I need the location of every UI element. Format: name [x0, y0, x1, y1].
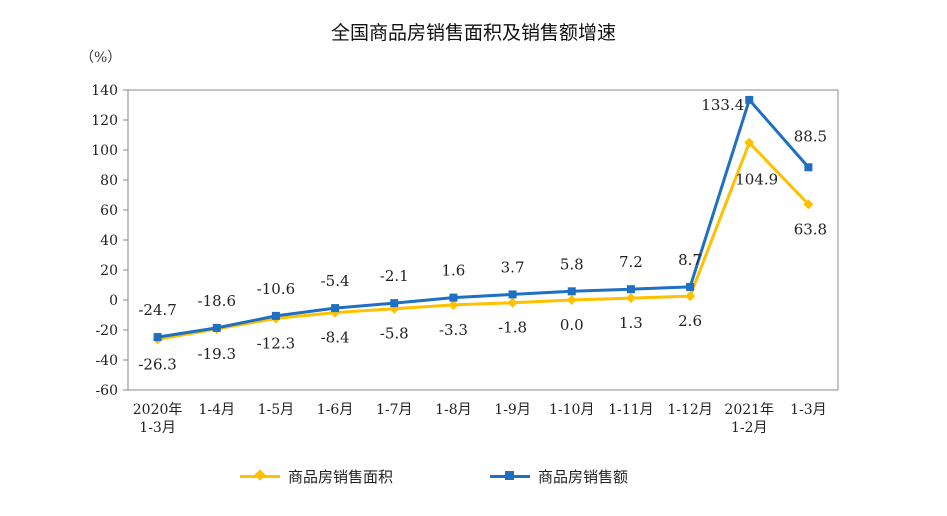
x-tick-label: 2020年: [133, 402, 183, 418]
data-label-area: -19.3: [198, 345, 236, 363]
x-tick-label: 2021年: [724, 402, 774, 418]
data-point-area: [448, 299, 459, 310]
legend-label-area: 商品房销售面积: [288, 468, 394, 486]
y-tick-label: 60: [100, 203, 118, 219]
data-point-area: [685, 291, 696, 302]
data-point-sales: [745, 95, 754, 104]
y-tick-label: 120: [91, 113, 118, 129]
legend-item-area: 商品房销售面积: [240, 466, 393, 487]
data-label-area: 0.0: [560, 316, 584, 334]
x-tick-label: 1-9月: [494, 402, 531, 418]
y-axis-unit-label: （%）: [80, 50, 122, 66]
data-label-area: 104.9: [735, 171, 778, 189]
series-line-area: [157, 141, 810, 341]
chart-title: 全国商品房销售面积及销售额增速: [330, 22, 616, 44]
data-label-sales: -2.1: [380, 267, 409, 285]
data-label-sales: 133.4: [701, 96, 744, 114]
data-point-sales: [212, 323, 221, 332]
y-tick-label: 40: [100, 233, 118, 249]
data-point-area: [803, 199, 814, 210]
x-tick-label: 1-3月: [790, 402, 827, 418]
x-tick-label: 1-10月: [549, 402, 594, 418]
x-tick-label: 1-11月: [608, 402, 653, 418]
legend-line-yellow: [240, 469, 280, 481]
y-tick-label: -20: [95, 323, 118, 339]
series-line-sales: [157, 98, 810, 339]
data-point-area: [744, 137, 755, 148]
data-point-sales: [626, 285, 635, 294]
data-label-sales: 3.7: [501, 258, 525, 276]
data-label-area: 63.8: [794, 220, 827, 238]
legend-item-sales: 商品房销售额: [490, 466, 628, 487]
data-point-sales: [331, 304, 340, 313]
y-tick-label: 20: [100, 263, 118, 279]
data-label-sales: -18.6: [198, 292, 236, 310]
data-label-sales: 7.2: [619, 253, 643, 271]
data-label-area: 2.6: [678, 312, 702, 330]
data-label-area: -1.8: [498, 319, 527, 337]
data-label-area: -12.3: [257, 334, 295, 352]
x-tick-label: 1-5月: [258, 402, 295, 418]
data-label-sales: -24.7: [138, 301, 176, 319]
legend-line-blue: [490, 471, 530, 480]
x-tick-label: 1-3月: [139, 420, 176, 436]
data-label-sales: -10.6: [257, 280, 295, 298]
data-point-area: [507, 297, 518, 308]
x-tick-label: 1-6月: [317, 402, 354, 418]
data-point-area: [625, 293, 636, 304]
y-tick-label: 0: [109, 293, 118, 309]
y-tick-label: 140: [91, 83, 118, 99]
data-point-sales: [390, 299, 399, 308]
data-point-area: [566, 295, 577, 305]
data-point-sales: [567, 287, 576, 296]
x-tick-label: 1-8月: [435, 402, 472, 418]
data-point-sales: [271, 311, 280, 320]
x-tick-label: 1-7月: [376, 402, 413, 418]
data-label-area: -26.3: [138, 355, 176, 373]
y-tick-label: 80: [100, 173, 118, 189]
data-point-sales: [686, 282, 695, 291]
square-marker-icon: [505, 471, 514, 480]
x-tick-label: 1-12月: [667, 402, 712, 418]
y-tick-label: -60: [95, 383, 118, 399]
y-tick-label: -40: [95, 353, 118, 369]
data-point-sales: [153, 333, 162, 342]
x-tick-label: 1-2月: [731, 420, 768, 436]
data-point-sales: [804, 163, 813, 172]
data-label-area: -8.4: [321, 329, 350, 347]
data-label-area: 1.3: [619, 314, 643, 332]
data-label-sales: 8.7: [678, 251, 702, 269]
y-tick-label: 100: [91, 143, 118, 159]
legend-label-sales: 商品房销售额: [538, 468, 629, 486]
data-label-sales: -5.4: [321, 272, 350, 290]
data-point-sales: [508, 290, 517, 299]
data-label-area: -3.3: [439, 321, 468, 339]
data-label-sales: 1.6: [441, 262, 465, 280]
data-label-area: -5.8: [380, 325, 409, 343]
data-label-sales: 88.5: [794, 127, 827, 145]
x-tick-label: 1-4月: [198, 402, 235, 418]
diamond-marker-icon: [254, 469, 266, 481]
data-label-sales: 5.8: [560, 255, 584, 273]
data-point-sales: [449, 293, 458, 302]
